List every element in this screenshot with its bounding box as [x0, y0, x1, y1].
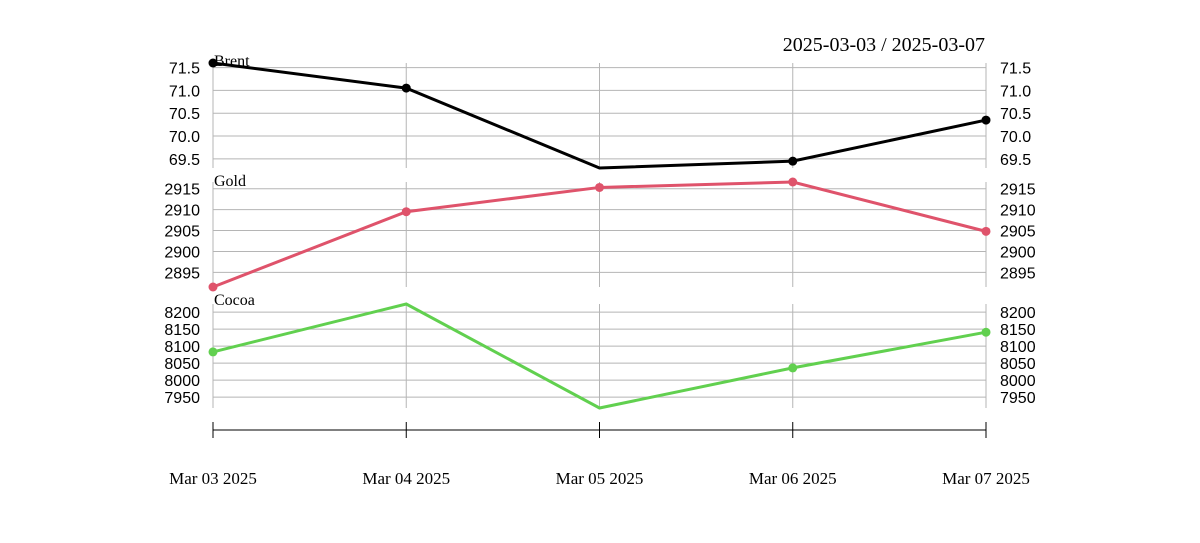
y-tick-label-right: 2895 — [1000, 265, 1036, 282]
panel-label: Cocoa — [214, 292, 255, 309]
y-tick-label-right: 8100 — [1000, 339, 1036, 356]
x-tick-label: Mar 03 2025 — [169, 469, 257, 488]
y-tick-label-right: 8150 — [1000, 322, 1036, 339]
y-tick-label-right: 2905 — [1000, 224, 1036, 241]
y-tick-label-left: 8000 — [164, 373, 200, 390]
y-tick-label-right: 8000 — [1000, 373, 1036, 390]
y-tick-label-right: 2915 — [1000, 182, 1036, 199]
y-tick-label-right: 8200 — [1000, 305, 1036, 322]
data-point — [981, 226, 991, 236]
data-point — [401, 207, 411, 217]
data-point — [981, 115, 991, 125]
y-tick-label-right: 8050 — [1000, 356, 1036, 373]
y-tick-label-right: 69.5 — [1000, 152, 1031, 169]
chart-title: 2025-03-03 / 2025-03-07 — [783, 34, 985, 56]
y-tick-label-right: 71.0 — [1000, 83, 1031, 100]
data-point — [401, 83, 411, 93]
y-tick-label-right: 7950 — [1000, 390, 1036, 407]
data-point — [595, 182, 604, 192]
x-tick-label: Mar 07 2025 — [942, 469, 1030, 488]
y-tick-label-left: 2910 — [164, 203, 200, 220]
y-tick-label-right: 71.5 — [1000, 61, 1031, 78]
data-point — [788, 177, 798, 187]
y-tick-label-left: 2895 — [164, 265, 200, 282]
series-line — [212, 302, 987, 410]
y-tick-label-right: 70.0 — [1000, 129, 1031, 146]
panel-label: Gold — [214, 173, 246, 190]
y-tick-label-left: 2900 — [164, 244, 200, 261]
y-tick-label-right: 70.5 — [1000, 106, 1031, 123]
y-tick-label-left: 8050 — [164, 356, 200, 373]
data-point — [788, 363, 798, 373]
x-tick-label: Mar 05 2025 — [556, 469, 644, 488]
y-tick-label-left: 71.5 — [169, 61, 200, 78]
y-tick-label-left: 2915 — [164, 182, 200, 199]
y-tick-label-left: 8150 — [164, 322, 200, 339]
data-point — [208, 347, 218, 357]
y-tick-label-left: 70.0 — [169, 129, 200, 146]
y-tick-label-left: 70.5 — [169, 106, 200, 123]
y-tick-label-left: 69.5 — [169, 152, 200, 169]
y-tick-label-left: 8200 — [164, 305, 200, 322]
data-point — [208, 58, 218, 68]
y-tick-label-right: 2900 — [1000, 244, 1036, 261]
data-point — [981, 327, 991, 337]
data-point — [208, 282, 218, 292]
x-tick-label: Mar 04 2025 — [362, 469, 450, 488]
y-tick-label-left: 7950 — [164, 390, 200, 407]
y-tick-label-left: 71.0 — [169, 83, 200, 100]
series-line — [212, 61, 987, 170]
y-tick-label-left: 2905 — [164, 224, 200, 241]
y-tick-label-right: 2910 — [1000, 203, 1036, 220]
y-tick-label-left: 8100 — [164, 339, 200, 356]
x-tick-label: Mar 06 2025 — [749, 469, 837, 488]
data-point — [788, 156, 798, 166]
